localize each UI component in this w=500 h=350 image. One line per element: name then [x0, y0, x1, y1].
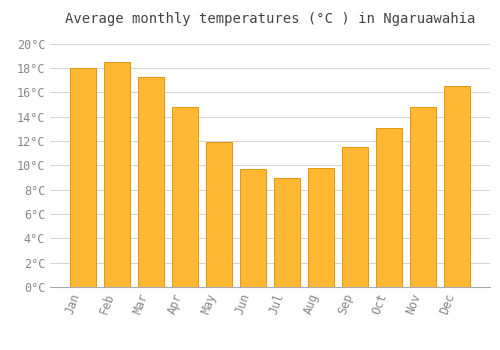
Bar — [138, 77, 164, 287]
Bar — [410, 107, 436, 287]
Bar — [206, 142, 232, 287]
Bar — [172, 107, 198, 287]
Bar — [240, 169, 266, 287]
Bar — [444, 86, 470, 287]
Bar — [308, 168, 334, 287]
Title: Average monthly temperatures (°C ) in Ngaruawahia: Average monthly temperatures (°C ) in Ng… — [65, 12, 475, 26]
Bar — [70, 68, 96, 287]
Bar — [104, 62, 130, 287]
Bar — [274, 177, 300, 287]
Bar — [342, 147, 368, 287]
Bar — [376, 128, 402, 287]
